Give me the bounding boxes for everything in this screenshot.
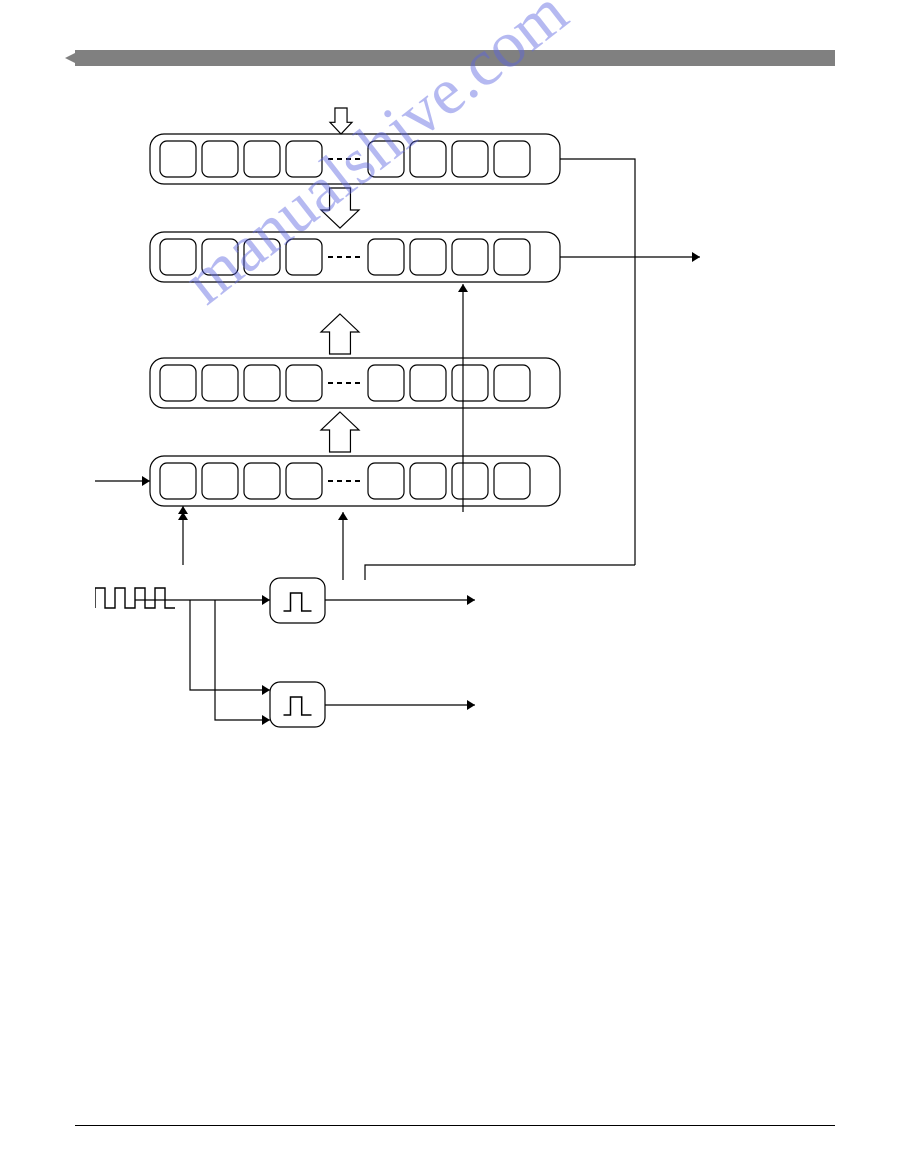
block-diagram [95, 100, 775, 740]
footer-rule [75, 1125, 835, 1126]
header-rule [75, 50, 835, 66]
page: manualshive.com [0, 0, 918, 1166]
diagram-container [95, 100, 775, 740]
